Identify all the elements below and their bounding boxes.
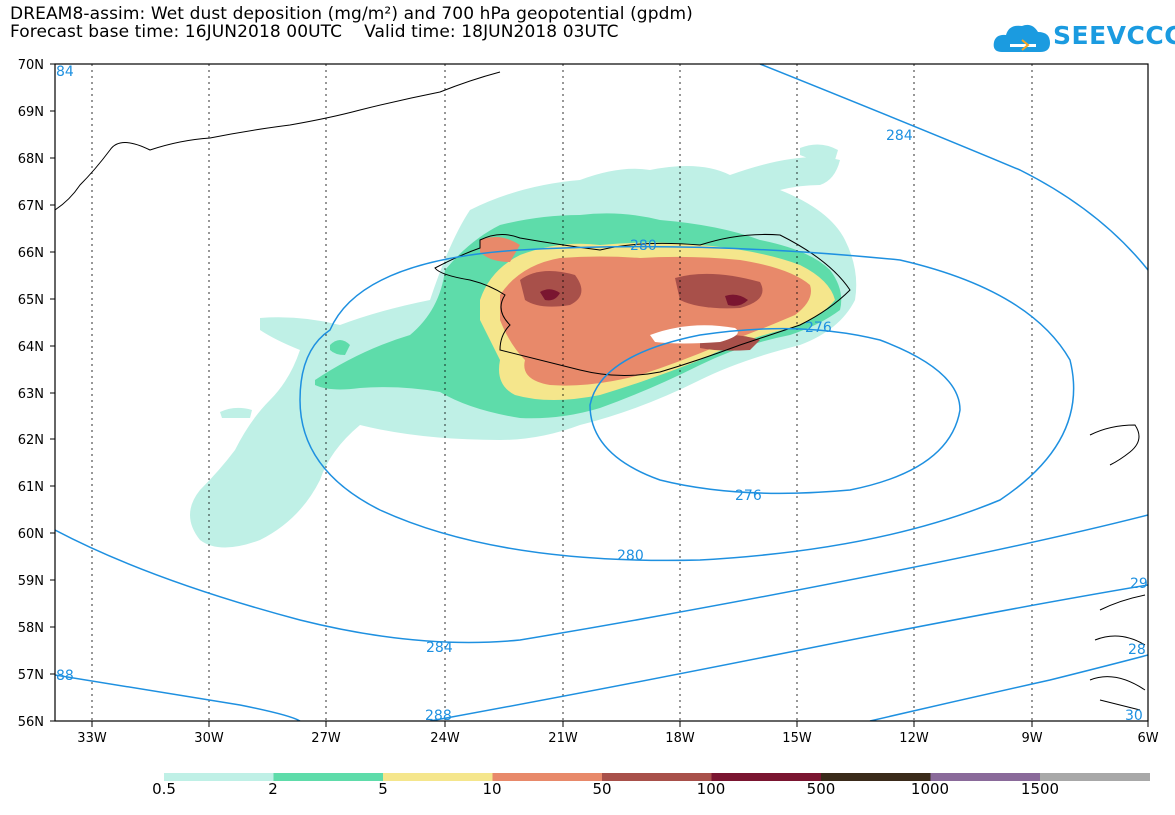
lat-tick-label: 56N <box>18 715 44 730</box>
coastlines <box>55 71 1146 711</box>
cloud-icon <box>993 24 1050 52</box>
legend-swatch <box>383 773 493 781</box>
lat-tick-label: 66N <box>18 246 44 261</box>
contour-label: 88 <box>56 668 74 684</box>
legend-swatch <box>821 773 931 781</box>
legend-label: 500 <box>806 780 836 798</box>
logo-text: SEEVCCC <box>1053 21 1175 50</box>
contour-label: 284 <box>886 128 913 144</box>
legend-label: 2 <box>268 780 278 798</box>
lon-tick-label: 21W <box>548 731 578 746</box>
lat-tick-label: 68N <box>18 152 44 167</box>
legend-label: 100 <box>696 780 726 798</box>
legend-label: 1500 <box>1020 780 1060 798</box>
lon-tick-label: 12W <box>899 731 929 746</box>
legend-swatch <box>711 773 822 781</box>
dust-deposition-field <box>190 144 857 548</box>
lon-tick-label: 27W <box>311 731 341 746</box>
lat-tick-label: 59N <box>18 574 44 589</box>
lat-tick-label: 57N <box>18 668 44 683</box>
legend-label: 10 <box>482 780 502 798</box>
legend-swatch <box>602 773 712 781</box>
lon-tick-label: 33W <box>77 731 107 746</box>
legend-label: 0.5 <box>152 780 176 798</box>
contour-label: 288 <box>425 708 452 724</box>
contour-label: 276 <box>805 320 832 336</box>
legend-swatch <box>273 773 384 781</box>
contour-label: 29 <box>1130 576 1148 592</box>
legend-swatch <box>492 773 603 781</box>
map-title: DREAM8-assim: Wet dust deposition (mg/m²… <box>10 4 693 24</box>
lon-tick-label: 30W <box>194 731 224 746</box>
contour-label: 280 <box>617 548 644 564</box>
contour-label: 30 <box>1125 708 1143 724</box>
lat-tick-label: 62N <box>18 433 44 448</box>
contour-label: 284 <box>426 640 453 656</box>
legend-swatch <box>164 773 274 781</box>
legend-label: 5 <box>378 780 388 798</box>
longitude-axis: 33W 30W 27W 24W 21W 18W 15W 12W 9W 6W <box>77 721 1159 746</box>
legend-label: 1000 <box>910 780 950 798</box>
lat-tick-label: 60N <box>18 527 44 542</box>
lon-tick-label: 9W <box>1021 731 1042 746</box>
legend-swatch <box>930 773 1041 781</box>
lon-tick-label: 24W <box>430 731 460 746</box>
lat-tick-label: 58N <box>18 621 44 636</box>
contour-label: 84 <box>56 64 74 80</box>
lat-tick-label: 61N <box>18 480 44 495</box>
legend-swatch <box>1040 773 1150 781</box>
lat-tick-label: 64N <box>18 340 44 355</box>
contour-label: 276 <box>735 488 762 504</box>
lat-tick-label: 67N <box>18 199 44 214</box>
lon-tick-label: 15W <box>782 731 812 746</box>
colorbar <box>164 773 1150 781</box>
map-subtitle: Forecast base time: 16JUN2018 00UTC Vali… <box>10 22 619 42</box>
contour-label: 28 <box>1128 642 1146 658</box>
latitude-axis: 70N 69N 68N 67N 66N 65N 64N 63N 62N 61N … <box>18 58 55 730</box>
lat-tick-label: 70N <box>18 58 44 73</box>
geopotential-contours <box>55 64 1148 721</box>
contour-label: 280 <box>630 238 657 254</box>
lon-tick-label: 6W <box>1137 731 1158 746</box>
lat-tick-label: 69N <box>18 105 44 120</box>
legend-label: 50 <box>592 780 612 798</box>
lat-tick-label: 65N <box>18 293 44 308</box>
lat-tick-label: 63N <box>18 387 44 402</box>
lon-tick-label: 18W <box>665 731 695 746</box>
contour-labels: 84 284 280 276 276 280 284 88 288 28 30 … <box>56 64 1148 724</box>
